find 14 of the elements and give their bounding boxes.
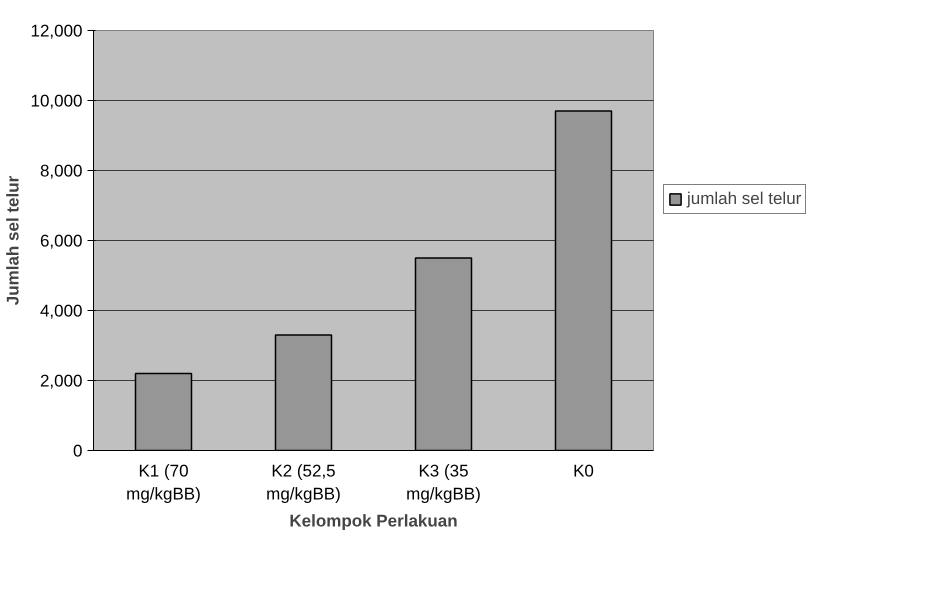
y-tick-label: 12,000 (30, 22, 83, 40)
y-tick-label: 6,000 (40, 232, 83, 250)
y-tick-label: 2,000 (40, 372, 83, 390)
x-tick-label: K1 (70 mg/kgBB) (126, 462, 201, 504)
y-tick-label: 4,000 (40, 302, 83, 320)
x-tick-label: K0 (573, 462, 594, 480)
x-axis-title: Kelompok Perlakuan (289, 511, 458, 530)
y-axis-title: Jumlah sel telur (4, 175, 23, 306)
legend-label: jumlah sel telur (687, 188, 802, 208)
y-tick-label: 8,000 (40, 162, 83, 180)
y-tick-label: 10,000 (30, 92, 83, 110)
x-tick-label: K3 (35 mg/kgBB) (406, 462, 481, 504)
x-tick-label: K2 (52,5 mg/kgBB) (266, 462, 341, 504)
y-tick-label: 0 (73, 442, 83, 460)
